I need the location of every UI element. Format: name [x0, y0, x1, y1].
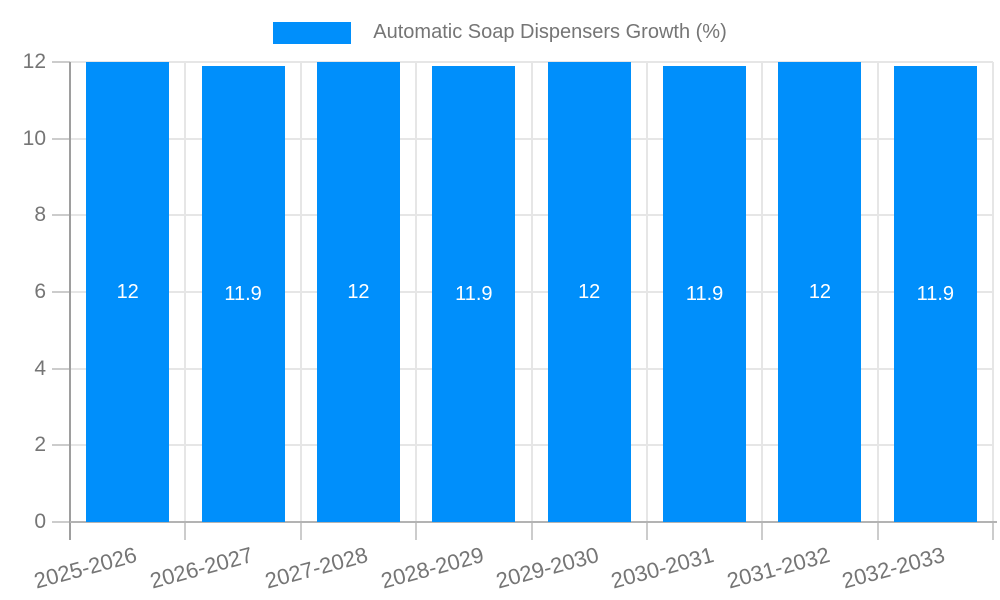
bar-value-label: 12: [808, 281, 832, 303]
x-axis-tick: [761, 522, 764, 540]
bar-value-label: 11.9: [685, 282, 724, 305]
x-gridline: [530, 62, 533, 522]
x-axis-tick: [876, 522, 879, 540]
legend[interactable]: Automatic Soap Dispensers Growth (%): [0, 21, 1000, 44]
x-axis-tick: [992, 522, 994, 540]
x-tick-label: 2026-2027: [147, 542, 256, 594]
x-gridline: [184, 62, 187, 522]
x-axis-tick: [299, 522, 302, 540]
y-axis-tick: [52, 521, 70, 523]
bar[interactable]: [778, 62, 862, 522]
legend-swatch-icon: [273, 21, 352, 44]
x-gridline: [876, 62, 879, 522]
x-gridline: [761, 62, 764, 522]
y-axis-line: [69, 62, 71, 540]
y-tick-label: 12: [22, 50, 46, 73]
x-gridline: [299, 62, 302, 522]
bar[interactable]: [893, 65, 977, 522]
bar[interactable]: [547, 62, 631, 522]
y-tick-label: 4: [34, 356, 46, 380]
x-axis-tick: [645, 522, 648, 540]
x-axis-line: [70, 521, 997, 523]
x-tick-label: 2031-2032: [724, 542, 833, 594]
y-tick-label: 2: [34, 433, 46, 457]
x-axis-tick: [184, 522, 187, 540]
bar[interactable]: [201, 65, 285, 522]
bar-value-label: 12: [116, 281, 139, 303]
bar-value-label: 11.9: [455, 282, 493, 305]
legend-label: Automatic Soap Dispensers Growth (%): [373, 21, 727, 43]
x-axis-tick: [415, 522, 418, 540]
y-axis-tick: [52, 367, 70, 370]
y-axis-tick: [52, 61, 70, 63]
x-tick-label: 2029-2030: [493, 542, 602, 594]
x-gridline: [645, 62, 648, 522]
x-axis-tick: [530, 522, 533, 540]
y-axis-tick: [52, 291, 70, 293]
y-axis-tick: [52, 137, 70, 140]
bar[interactable]: [86, 62, 170, 522]
bar[interactable]: [663, 65, 747, 522]
x-tick-label: 2032-2033: [839, 542, 948, 594]
y-tick-label: 6: [34, 280, 46, 303]
bar-value-label: 12: [347, 281, 370, 303]
y-axis-tick: [52, 444, 70, 447]
x-gridline: [992, 62, 994, 522]
bar[interactable]: [432, 65, 516, 522]
x-gridline: [415, 62, 418, 522]
y-tick-label: 0: [34, 510, 46, 533]
x-tick-label: 2028-2029: [377, 542, 487, 594]
x-tick-label: 2030-2031: [608, 542, 717, 594]
y-axis-tick: [52, 214, 70, 217]
y-tick-label: 10: [22, 126, 46, 150]
x-tick-label: 2025-2026: [31, 542, 140, 594]
bar-value-label: 12: [578, 281, 601, 303]
x-tick-label: 2027-2028: [262, 542, 371, 594]
bar-value-label: 11.9: [224, 282, 262, 305]
y-tick-label: 8: [34, 203, 46, 227]
bar[interactable]: [316, 62, 400, 522]
bar-value-label: 11.9: [916, 282, 955, 305]
